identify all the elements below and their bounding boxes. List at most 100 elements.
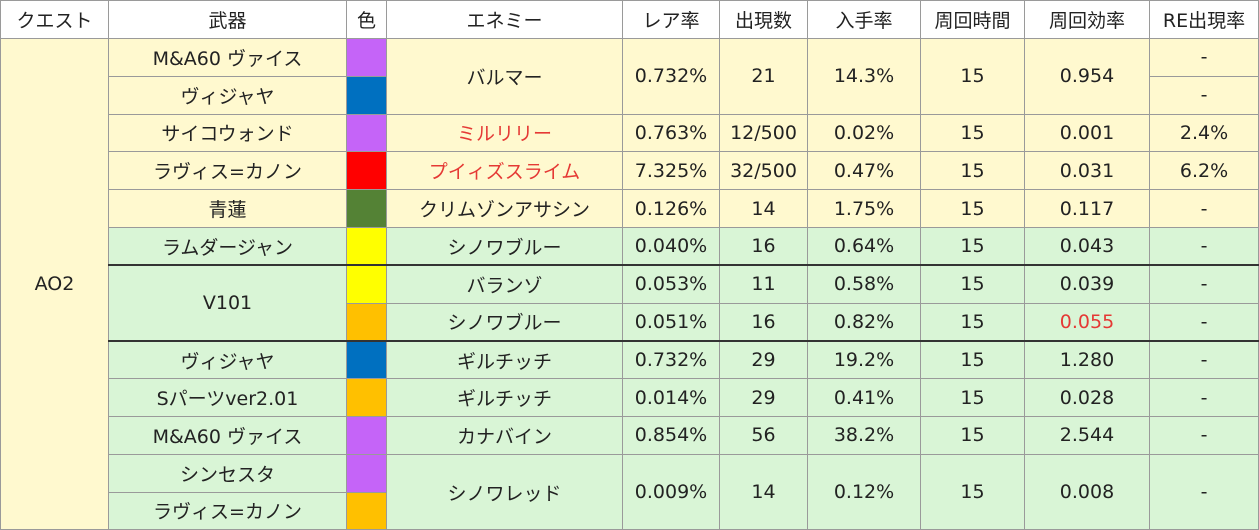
enemy-cell[interactable]: カナバイン [386, 415, 623, 455]
efficiency-cell[interactable]: 0.055 [1024, 302, 1150, 342]
re-rate-cell[interactable]: 2.4% [1149, 113, 1259, 153]
enemy-cell[interactable]: バルマー [386, 38, 623, 115]
header-quest[interactable]: クエスト [0, 0, 109, 39]
rare-rate-cell[interactable]: 0.732% [622, 339, 720, 380]
rare-rate-cell[interactable]: 0.126% [622, 189, 720, 228]
re-rate-cell[interactable]: - [1149, 226, 1259, 266]
count-cell[interactable]: 32/500 [719, 151, 808, 191]
rare-rate-cell[interactable]: 0.763% [622, 113, 720, 153]
count-cell[interactable]: 16 [719, 226, 808, 266]
loop-time-cell[interactable]: 15 [920, 151, 1025, 191]
weapon-cell[interactable]: シンセスタ [108, 453, 347, 493]
count-cell[interactable]: 14 [719, 189, 808, 228]
count-cell[interactable]: 29 [719, 378, 808, 417]
enemy-cell[interactable]: シノワレッド [386, 453, 623, 530]
re-rate-cell[interactable]: - [1149, 189, 1259, 228]
weapon-cell[interactable]: ヴィジャヤ [108, 75, 347, 115]
efficiency-cell[interactable]: 0.028 [1024, 378, 1150, 417]
weapon-cell[interactable]: 青蓮 [108, 189, 347, 228]
weapon-cell[interactable]: V101 [108, 264, 347, 342]
efficiency-cell[interactable]: 2.544 [1024, 415, 1150, 455]
weapon-cell[interactable]: M&A60 ヴァイス [108, 38, 347, 77]
header-re-rate[interactable]: RE出現率 [1149, 0, 1259, 39]
loop-time-cell[interactable]: 15 [920, 226, 1025, 266]
weapon-cell[interactable]: ラムダージャン [108, 226, 347, 266]
efficiency-cell[interactable]: 0.001 [1024, 113, 1150, 153]
efficiency-cell[interactable]: 0.043 [1024, 226, 1150, 266]
re-rate-cell[interactable]: - [1149, 378, 1259, 417]
enemy-cell[interactable]: ギルチッチ [386, 378, 623, 417]
acquisition-rate-cell[interactable]: 14.3% [807, 38, 921, 115]
loop-time-cell[interactable]: 15 [920, 339, 1025, 380]
count-cell[interactable]: 21 [719, 38, 808, 115]
count-cell[interactable]: 29 [719, 339, 808, 380]
rare-rate-cell[interactable]: 0.009% [622, 453, 720, 530]
rare-rate-cell[interactable]: 0.014% [622, 378, 720, 417]
weapon-cell[interactable]: M&A60 ヴァイス [108, 415, 347, 455]
loop-time-cell[interactable]: 15 [920, 302, 1025, 342]
quest-cell[interactable]: AO2 [0, 37, 109, 530]
header-loop-time[interactable]: 周回時間 [920, 0, 1025, 39]
weapon-cell[interactable]: Sパーツver2.01 [108, 378, 347, 417]
acquisition-rate-cell[interactable]: 1.75% [807, 189, 921, 228]
efficiency-cell[interactable]: 0.117 [1024, 189, 1150, 228]
weapon-cell[interactable]: ラヴィス=カノン [108, 151, 347, 191]
header-weapon[interactable]: 武器 [108, 0, 347, 39]
re-rate-cell[interactable]: - [1149, 453, 1259, 530]
weapon-cell[interactable]: サイコウォンド [108, 113, 347, 153]
acquisition-rate-cell[interactable]: 38.2% [807, 415, 921, 455]
count-cell[interactable]: 56 [719, 415, 808, 455]
enemy-cell[interactable]: バランゾ [386, 264, 623, 304]
loop-time-cell[interactable]: 15 [920, 113, 1025, 153]
rare-rate-cell[interactable]: 0.854% [622, 415, 720, 455]
acquisition-rate-cell[interactable]: 0.47% [807, 151, 921, 191]
weapon-cell[interactable]: ヴィジャヤ [108, 339, 347, 380]
count-cell[interactable]: 11 [719, 264, 808, 304]
re-rate-cell[interactable]: - [1149, 264, 1259, 304]
re-rate-cell[interactable]: 6.2% [1149, 151, 1259, 191]
enemy-cell[interactable]: クリムゾンアサシン [386, 189, 623, 228]
acquisition-rate-cell[interactable]: 0.41% [807, 378, 921, 417]
count-cell[interactable]: 12/500 [719, 113, 808, 153]
enemy-cell[interactable]: シノワブルー [386, 302, 623, 342]
header-loop-efficiency[interactable]: 周回効率 [1024, 0, 1150, 39]
weapon-cell[interactable]: ラヴィス=カノン [108, 491, 347, 530]
loop-time-cell[interactable]: 15 [920, 264, 1025, 304]
enemy-cell[interactable]: プイィズスライム [386, 151, 623, 191]
count-cell[interactable]: 16 [719, 302, 808, 342]
enemy-cell[interactable]: シノワブルー [386, 226, 623, 266]
rare-rate-cell[interactable]: 0.040% [622, 226, 720, 266]
loop-time-cell[interactable]: 15 [920, 415, 1025, 455]
efficiency-cell[interactable]: 0.008 [1024, 453, 1150, 530]
re-rate-cell[interactable]: - [1149, 415, 1259, 455]
rare-rate-cell[interactable]: 0.051% [622, 302, 720, 342]
re-rate-cell[interactable]: - [1149, 38, 1259, 77]
loop-time-cell[interactable]: 15 [920, 378, 1025, 417]
rare-rate-cell[interactable]: 7.325% [622, 151, 720, 191]
header-rare-rate[interactable]: レア率 [622, 0, 720, 39]
header-acquisition-rate[interactable]: 入手率 [807, 0, 921, 39]
rare-rate-cell[interactable]: 0.732% [622, 38, 720, 115]
acquisition-rate-cell[interactable]: 0.12% [807, 453, 921, 530]
enemy-cell[interactable]: ミルリリー [386, 113, 623, 153]
header-enemy[interactable]: エネミー [386, 0, 623, 39]
acquisition-rate-cell[interactable]: 0.82% [807, 302, 921, 342]
count-cell[interactable]: 14 [719, 453, 808, 530]
loop-time-cell[interactable]: 15 [920, 38, 1025, 115]
efficiency-cell[interactable]: 0.039 [1024, 264, 1150, 304]
rare-rate-cell[interactable]: 0.053% [622, 264, 720, 304]
re-rate-cell[interactable]: - [1149, 302, 1259, 342]
loop-time-cell[interactable]: 15 [920, 189, 1025, 228]
re-rate-cell[interactable]: - [1149, 75, 1259, 115]
header-appearance-count[interactable]: 出現数 [719, 0, 808, 39]
acquisition-rate-cell[interactable]: 0.58% [807, 264, 921, 304]
efficiency-cell[interactable]: 0.954 [1024, 38, 1150, 115]
enemy-cell[interactable]: ギルチッチ [386, 339, 623, 380]
acquisition-rate-cell[interactable]: 0.64% [807, 226, 921, 266]
loop-time-cell[interactable]: 15 [920, 453, 1025, 530]
efficiency-cell[interactable]: 1.280 [1024, 339, 1150, 380]
acquisition-rate-cell[interactable]: 0.02% [807, 113, 921, 153]
acquisition-rate-cell[interactable]: 19.2% [807, 339, 921, 380]
re-rate-cell[interactable]: - [1149, 339, 1259, 380]
header-color[interactable]: 色 [346, 0, 387, 39]
